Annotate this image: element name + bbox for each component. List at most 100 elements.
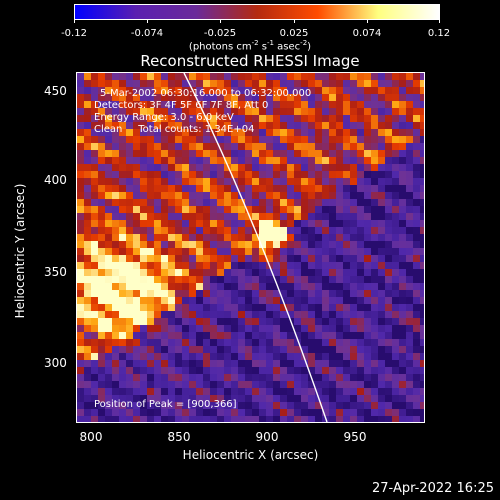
heatmap-cell [371, 213, 379, 221]
heatmap-cell [336, 283, 344, 291]
heatmap-cell [98, 255, 106, 263]
heatmap-cell [77, 220, 85, 228]
heatmap-cell [217, 206, 225, 214]
heatmap-cell [238, 108, 246, 116]
heatmap-cell [336, 143, 344, 151]
heatmap-cell [364, 122, 372, 130]
heatmap-cell [154, 332, 162, 340]
heatmap-cell [245, 262, 253, 270]
heatmap-cell [182, 255, 190, 263]
heatmap-cell [168, 374, 176, 382]
heatmap-cell [287, 87, 295, 95]
heatmap-cell [350, 87, 358, 95]
heatmap-cell [252, 73, 260, 81]
heatmap-cell [126, 213, 134, 221]
heatmap-cell [168, 290, 176, 298]
heatmap-cell [413, 213, 421, 221]
heatmap-cell [133, 185, 141, 193]
heatmap-cell [322, 304, 330, 312]
heatmap-cell [231, 339, 239, 347]
heatmap-cell [161, 374, 169, 382]
heatmap-cell [364, 318, 372, 326]
heatmap-cell [217, 367, 225, 375]
heatmap-cell [280, 122, 288, 130]
heatmap-cell [91, 178, 99, 186]
heatmap-cell [371, 227, 379, 235]
heatmap-cell [392, 164, 400, 172]
heatmap-cell [147, 213, 155, 221]
heatmap-cell [322, 388, 330, 396]
heatmap-cell [154, 339, 162, 347]
heatmap-cell [252, 353, 260, 361]
heatmap-cell [182, 234, 190, 242]
heatmap-cell [168, 94, 176, 102]
heatmap-cell [147, 129, 155, 137]
heatmap-cell [329, 227, 337, 235]
heatmap-cell [378, 234, 386, 242]
heatmap-cell [294, 269, 302, 277]
heatmap-cell [119, 255, 127, 263]
heatmap-cell [140, 115, 148, 123]
heatmap-cell [77, 171, 85, 179]
heatmap-cell [301, 276, 309, 284]
heatmap-cell [259, 276, 267, 284]
heatmap-cell [126, 227, 134, 235]
heatmap-cell [280, 381, 288, 389]
heatmap-cell [315, 192, 323, 200]
heatmap-cell [231, 143, 239, 151]
heatmap-cell [392, 241, 400, 249]
heatmap-cell [196, 395, 204, 403]
heatmap-cell [189, 283, 197, 291]
heatmap-cell [98, 395, 106, 403]
heatmap-cell [224, 353, 232, 361]
heatmap-cell [105, 108, 113, 116]
heatmap-cell [119, 311, 127, 319]
heatmap-cell [203, 381, 211, 389]
heatmap-cell [147, 80, 155, 88]
heatmap-cell [161, 416, 169, 422]
heatmap-cell [350, 409, 358, 417]
colorbar-tick-label: -0.12 [61, 28, 87, 39]
heatmap-cell [91, 192, 99, 200]
heatmap-cell [308, 304, 316, 312]
heatmap-cell [280, 157, 288, 165]
heatmap-cell [196, 283, 204, 291]
heatmap-cell [98, 157, 106, 165]
heatmap-cell [273, 381, 281, 389]
heatmap-cell [238, 234, 246, 242]
heatmap-cell [280, 311, 288, 319]
heatmap-cell [385, 241, 393, 249]
heatmap-cell [245, 248, 253, 256]
heatmap-cell [266, 318, 274, 326]
heatmap-cell [301, 234, 309, 242]
heatmap-cell [399, 269, 407, 277]
heatmap-cell [133, 276, 141, 284]
heatmap-cell [140, 346, 148, 354]
heatmap-cell [161, 360, 169, 368]
heatmap-cell [406, 360, 414, 368]
heatmap-cell [98, 269, 106, 277]
heatmap-cell [217, 339, 225, 347]
heatmap-cell [175, 262, 183, 270]
heatmap-cell [406, 332, 414, 340]
heatmap-cell [196, 339, 204, 347]
heatmap-cell [385, 164, 393, 172]
heatmap-cell [273, 87, 281, 95]
heatmap-cell [259, 353, 267, 361]
heatmap-cell [189, 108, 197, 116]
heatmap-cell [406, 262, 414, 270]
heatmap-cell [308, 367, 316, 375]
heatmap-cell [329, 94, 337, 102]
heatmap-cell [287, 157, 295, 165]
heatmap-cell [231, 115, 239, 123]
heatmap-cell [385, 213, 393, 221]
heatmap-cell [294, 157, 302, 165]
heatmap-cell [364, 220, 372, 228]
heatmap-cell [392, 402, 400, 410]
heatmap-cell [112, 122, 120, 130]
heatmap-cell [175, 311, 183, 319]
heatmap-cell [154, 367, 162, 375]
heatmap-cell [357, 73, 365, 81]
heatmap-cell [98, 206, 106, 214]
heatmap-cell [385, 87, 393, 95]
